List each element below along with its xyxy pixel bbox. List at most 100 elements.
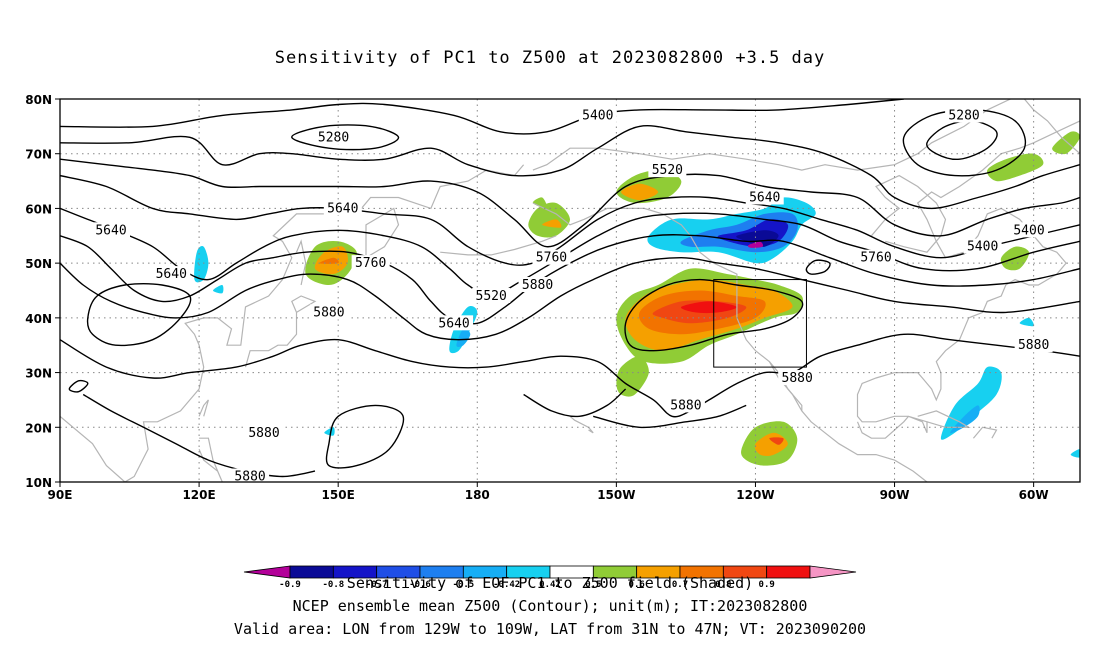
contour-label: 5880: [1018, 338, 1049, 353]
contour-label: 5400: [967, 240, 998, 255]
contour-label: 5880: [670, 398, 701, 413]
sensitivity-patch: [542, 219, 562, 228]
lat-label: 70N: [25, 148, 52, 162]
contour-label-bg: [963, 238, 1002, 254]
contour-label-bg: [351, 255, 390, 271]
plot-frame: [59, 98, 1081, 483]
caption-valid-area: Valid area: LON from 129W to 109W, LAT f…: [233, 620, 867, 638]
contour-label: 5640: [327, 201, 358, 216]
colorbar-label: -0.7: [366, 580, 388, 590]
colorbar-label: -0.6: [409, 580, 431, 590]
z500-contour: [82, 393, 316, 478]
colorbar-label: -0.8: [322, 580, 344, 590]
lat-label: 40N: [25, 312, 52, 326]
contour-label-bg: [518, 277, 557, 293]
axis-labels: 90E 120E 150E 180 150W 120W 90W 60W 80N 70N 60N 50N…: [25, 93, 1048, 502]
contour-label: 5640: [438, 316, 469, 331]
sensitivity-patch: [319, 257, 339, 264]
contour-label-bg: [1014, 337, 1053, 353]
contour-label-bg: [745, 189, 784, 205]
contour-label-bg: [472, 287, 511, 303]
coastline: [870, 174, 947, 253]
lon-label: 120E: [182, 488, 215, 502]
contour-label-bg: [314, 129, 353, 145]
z500-contour: [624, 278, 804, 352]
colorbar-label: -0.42: [493, 580, 520, 590]
contour-label-bg: [666, 397, 705, 413]
contour-label-bg: [578, 107, 617, 123]
contour-label-bg: [309, 304, 348, 320]
z500-contour: [593, 404, 747, 429]
sensitivity-patch: [456, 328, 471, 347]
valid-area-rectangle: [713, 279, 807, 368]
contour-label-bg: [92, 222, 130, 238]
z500-contour: [523, 388, 627, 418]
caption-contour: NCEP ensemble mean Z500 (Contour); unit(…: [292, 597, 808, 615]
sensitivity-patch: [747, 241, 764, 248]
lat-label: 50N: [25, 257, 52, 271]
coastline: [917, 410, 971, 428]
coastline: [198, 399, 209, 417]
lon-label: 90W: [880, 488, 910, 502]
colorbar-label: 0.5: [585, 580, 601, 590]
contour-label: 5520: [652, 163, 683, 178]
coastline: [365, 207, 400, 259]
colorbar-label: 0.7: [672, 580, 688, 590]
coastline: [972, 426, 998, 439]
contour-label: 5880: [234, 470, 265, 485]
contour-label-bg: [323, 200, 362, 216]
colorbar-label: 0.42: [539, 580, 561, 590]
coastline: [198, 437, 223, 482]
contour-label: 5640: [749, 190, 780, 205]
sensitivity-patch: [528, 202, 570, 238]
lat-label: 80N: [25, 93, 52, 107]
sensitivity-patch: [1019, 317, 1034, 327]
contour-label: 5640: [156, 267, 187, 282]
z500-contour: [805, 259, 831, 275]
coastline: [1023, 99, 1080, 155]
contour-label: 5640: [95, 223, 126, 238]
contour-label: 5880: [313, 305, 344, 320]
contour-label: 5400: [1013, 223, 1044, 238]
contour-label: 5280: [318, 130, 349, 145]
z500-contour: [291, 124, 400, 151]
z500-contour: [60, 333, 1080, 418]
coastline: [569, 415, 594, 434]
z500-contour: [68, 379, 89, 393]
sensitivity-patch: [213, 284, 224, 294]
contour-label: 5880: [522, 278, 553, 293]
z500-contour: [902, 108, 1027, 177]
colorbar-label: 0.6: [629, 580, 645, 590]
colorbar-label: -0.9: [279, 580, 301, 590]
coastline: [856, 120, 1080, 439]
gridlines: [60, 99, 1080, 482]
z500-contour: [926, 120, 998, 161]
sensitivity-patch: [940, 366, 1002, 440]
sensitivity-patch: [950, 405, 980, 434]
z500-contours: [60, 99, 1080, 478]
lat-label: 20N: [25, 421, 52, 435]
contour-label-bg: [945, 107, 984, 123]
contour-labels: 5280 5280 5400 5520 5640 5640 5640 5640 5640 5760…: [92, 107, 1053, 485]
lat-label: 60N: [25, 202, 52, 216]
contour-label: 5400: [582, 108, 613, 123]
contour-label: 5880: [248, 426, 279, 441]
contour-label: 5880: [782, 371, 813, 386]
sensitivity-patch: [621, 183, 659, 201]
lon-label: 60W: [1019, 488, 1049, 502]
z500-contour: [325, 404, 405, 469]
z500-contour: [60, 99, 904, 135]
map-title: Sensitivity of PC1 to Z500 at 2023082800…: [274, 48, 826, 68]
contour-label-bg: [152, 266, 191, 282]
z500-contour: [60, 174, 1080, 266]
valid-area-box: [713, 279, 807, 368]
contour-label: 5760: [536, 251, 567, 266]
colorbar-label: 0.8: [715, 580, 731, 590]
contour-label: 5760: [860, 251, 891, 266]
caption-shaded: Sensitivity of EOF PC1 to Z500 field (Sh…: [346, 574, 754, 592]
colorbar: -0.9 -0.8 -0.7 -0.6 -0.5 -0.42 0.42 0.5 0.6 0.7 0.…: [243, 565, 857, 590]
lon-label: 150W: [597, 488, 635, 502]
lon-label: 150E: [322, 488, 355, 502]
sensitivity-patch: [194, 246, 209, 283]
